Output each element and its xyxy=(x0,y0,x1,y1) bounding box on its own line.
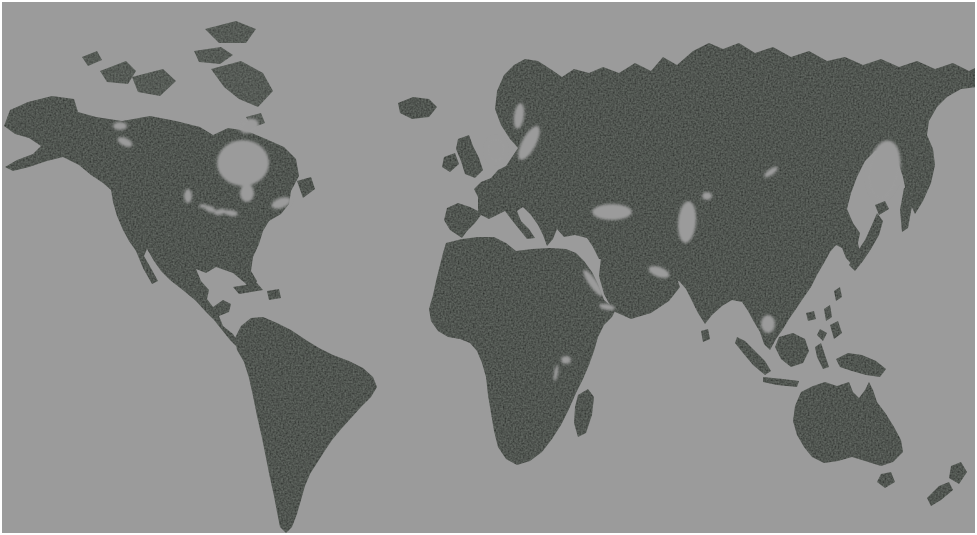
north-sea xyxy=(486,137,506,163)
lake-tanganyika xyxy=(553,365,559,381)
red-sea xyxy=(583,269,603,297)
gulf-of-thailand xyxy=(761,315,775,333)
lake-baikal xyxy=(764,166,778,178)
great-lakes-3 xyxy=(224,209,238,217)
james-bay xyxy=(240,184,254,202)
baltic-sea xyxy=(518,125,540,161)
gulf-st-lawrence xyxy=(271,197,291,209)
gulf-of-aden xyxy=(599,303,615,311)
great-lakes-1 xyxy=(204,205,216,213)
gulf-of-bothnia xyxy=(513,103,525,129)
persian-gulf xyxy=(648,265,670,279)
great-lakes-4 xyxy=(199,204,207,208)
black-sea xyxy=(592,204,632,220)
caspian-sea xyxy=(677,201,697,243)
lake-victoria xyxy=(561,356,571,364)
lake-winnipeg xyxy=(184,189,192,203)
hudson-bay xyxy=(217,140,269,186)
great-slave-lake xyxy=(117,137,133,147)
great-lakes-2 xyxy=(214,208,226,216)
sea-of-okhotsk xyxy=(867,140,901,200)
inland-seas-layer xyxy=(113,103,901,381)
great-bear-lake xyxy=(113,122,127,130)
foxe-basin xyxy=(239,118,259,134)
aral-sea xyxy=(702,192,712,200)
